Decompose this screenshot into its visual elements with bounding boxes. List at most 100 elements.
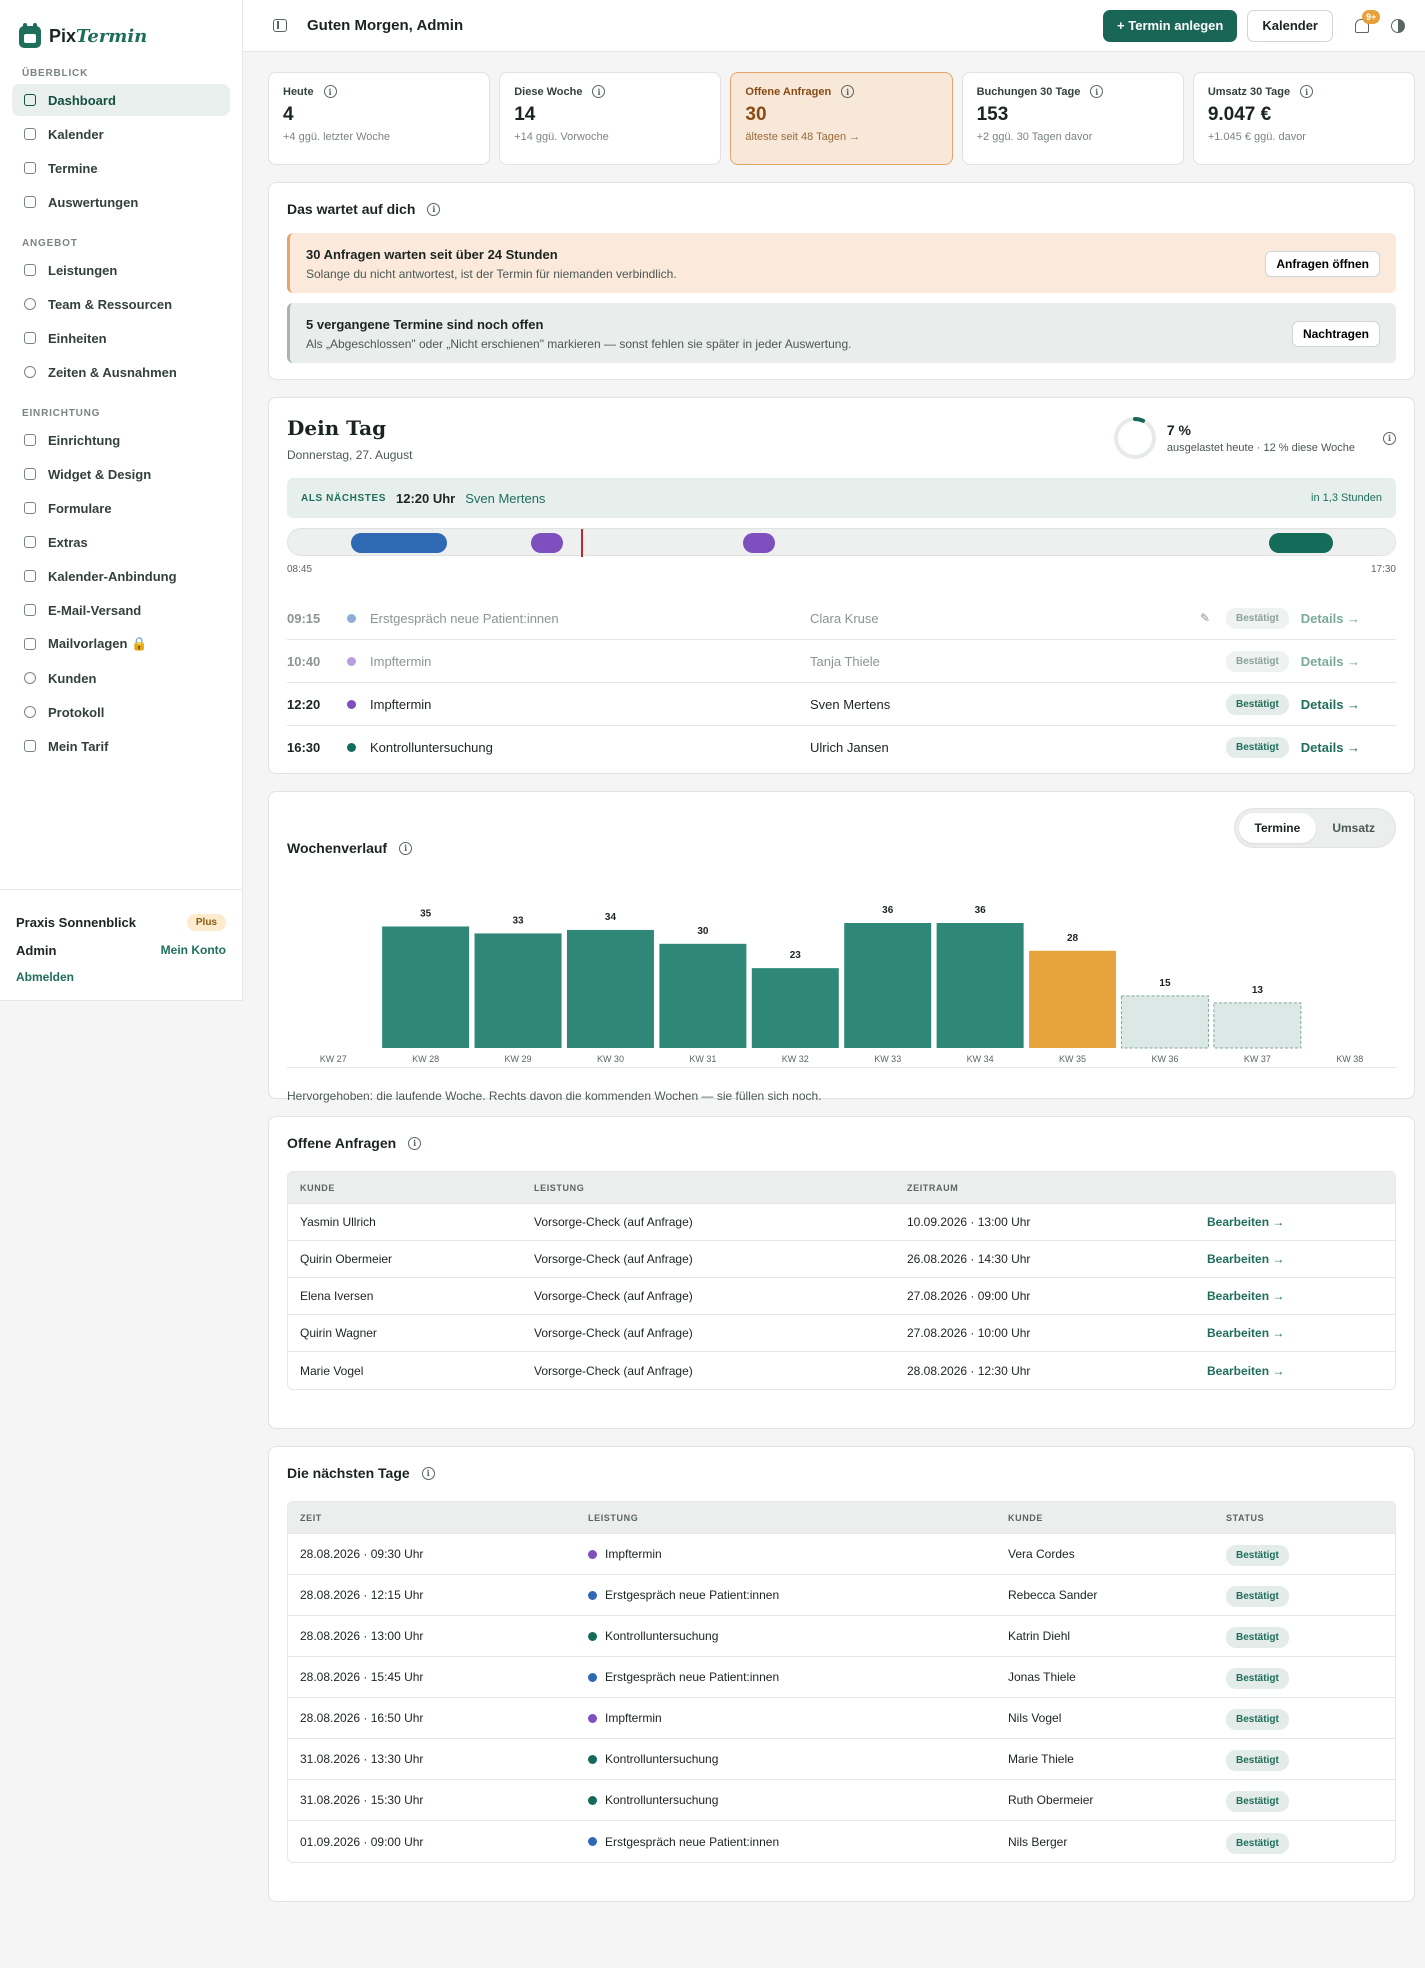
timeline-block[interactable] (743, 533, 775, 553)
timeline-block[interactable] (351, 533, 447, 553)
timeline-block[interactable] (531, 533, 563, 553)
appointment-client: Clara Kruse (810, 610, 879, 626)
user-icon (24, 672, 36, 684)
sidebar-item-mein-tarif[interactable]: Mein Tarif (12, 730, 230, 762)
next-appointment-bar[interactable]: ALS NÄCHSTES 12:20 Uhr Sven Mertens in 1… (287, 478, 1396, 518)
details-link[interactable]: Details → (1300, 740, 1361, 755)
table-row[interactable]: Quirin Wagner Vorsorge-Check (auf Anfrage… (288, 1315, 1395, 1352)
chart-bar[interactable] (1029, 950, 1117, 1048)
status-badge: Bestätigt (1226, 1668, 1289, 1689)
sidebar-item-kalender-anbindung[interactable]: Kalender-Anbindung (12, 560, 230, 592)
open-requests-button[interactable]: Anfragen öffnen (1265, 251, 1380, 277)
chart-bar[interactable] (474, 933, 562, 1048)
sidebar-item-kalender[interactable]: Kalender (12, 118, 230, 150)
waiting-card: Das wartet auf dich i 30 Anfragen warten … (268, 182, 1415, 380)
table-row[interactable]: 31.08.2026 · 13:30 Uhr Kontrolluntersuch… (288, 1739, 1395, 1780)
details-link[interactable]: Details → (1300, 610, 1361, 626)
chart-bar[interactable] (936, 923, 1024, 1048)
timeline-end: 17:30 (1370, 564, 1396, 575)
table-row[interactable]: Marie Vogel Vorsorge-Check (auf Anfrage) 2… (288, 1352, 1395, 1389)
kpi-card[interactable]: Buchungen 30 Tage i 153 +2 ggü. 30 Tagen … (961, 72, 1184, 165)
info-icon[interactable]: i (1300, 85, 1314, 98)
calendar-button[interactable]: Kalender (1247, 9, 1333, 42)
edit-request-link[interactable]: Bearbeiten → (1207, 1363, 1285, 1378)
details-link[interactable]: Details → (1300, 696, 1361, 712)
sidebar-item-team-ressourcen[interactable]: Team & Ressourcen (12, 288, 230, 320)
table-row[interactable]: 31.08.2026 · 15:30 Uhr Kontrolluntersuch… (288, 1780, 1395, 1821)
appointment-row[interactable]: 12:20 Impftermin Sven Mertens Bestätigt … (287, 683, 1396, 726)
theme-toggle-icon[interactable] (1391, 18, 1405, 33)
edit-icon[interactable]: ✎ (1200, 611, 1211, 625)
sidebar-item-e-mail-versand[interactable]: E-Mail-Versand (12, 594, 230, 626)
sidebar-item-protokoll[interactable]: Protokoll (12, 696, 230, 728)
info-icon[interactable]: i (592, 85, 606, 98)
catch-up-button[interactable]: Nachtragen (1291, 321, 1380, 347)
edit-request-link[interactable]: Bearbeiten → (1207, 1289, 1285, 1303)
kpi-card[interactable]: Umsatz 30 Tage i 9.047 € +1.045 € ggü. da… (1192, 72, 1416, 165)
info-icon[interactable]: i (427, 202, 441, 216)
sidebar-item-mailvorlagen[interactable]: Mailvorlagen 🔒 (12, 628, 230, 660)
new-appointment-button[interactable]: + Termin anlegen (1103, 9, 1238, 42)
kpi-card[interactable]: Heute i 4 +4 ggü. letzter Woche (268, 72, 491, 165)
cell-client: Marie Thiele (1008, 1752, 1074, 1766)
sidebar-item-einrichtung[interactable]: Einrichtung (12, 424, 230, 456)
sidebar-item-einheiten[interactable]: Einheiten (12, 322, 230, 354)
table-row[interactable]: 28.08.2026 · 16:50 Uhr Impftermin Nils V… (288, 1698, 1395, 1739)
tab-umsatz[interactable]: Umsatz (1332, 821, 1375, 835)
kpi-card[interactable]: Diese Woche i 14 +14 ggü. Vorwoche (499, 72, 722, 165)
info-icon[interactable]: i (421, 1466, 435, 1480)
tab-termine[interactable]: Termine (1238, 813, 1317, 843)
sidebar-item-formulare[interactable]: Formulare (12, 492, 230, 524)
service-label: Erstgespräch neue Patient:innen (605, 1834, 780, 1849)
table-row[interactable]: Quirin Obermeier Vorsorge-Check (auf Anfr… (288, 1241, 1395, 1278)
cell-service: Impftermin (576, 1711, 996, 1725)
appointment-service: Impftermin (370, 653, 432, 669)
info-icon[interactable]: i (841, 85, 855, 98)
chart-bar[interactable] (751, 968, 839, 1048)
chart-bar[interactable] (844, 923, 932, 1048)
sidebar-item-zeiten-ausnahmen[interactable]: Zeiten & Ausnahmen (12, 356, 230, 388)
info-icon[interactable]: i (323, 85, 337, 98)
nav-section-title: ANGEBOT (22, 238, 78, 249)
logout-link[interactable]: Abmelden (16, 970, 75, 984)
chart-bar[interactable] (1213, 1002, 1302, 1049)
info-icon[interactable]: i (408, 1136, 422, 1150)
chart-bar[interactable] (566, 929, 654, 1048)
column-header: ZEITRAUM (907, 1182, 959, 1193)
timeline-block[interactable] (1269, 533, 1333, 553)
edit-request-link[interactable]: Bearbeiten → (1207, 1326, 1285, 1340)
my-account-link[interactable]: Mein Konto (160, 943, 226, 957)
appointment-row[interactable]: 10:40 Impftermin Tanja Thiele Bestätigt … (287, 640, 1396, 683)
chart-bar[interactable] (1120, 995, 1209, 1049)
table-row[interactable]: 28.08.2026 · 09:30 Uhr Impftermin Vera C… (288, 1534, 1395, 1575)
app-logo[interactable]: PixTermin (0, 0, 242, 56)
table-row[interactable]: Yasmin Ullrich Vorsorge-Check (auf Anfrag… (288, 1204, 1395, 1241)
table-row[interactable]: 01.09.2026 · 09:00 Uhr Erstgespräch neue… (288, 1821, 1395, 1862)
sidebar-toggle-icon[interactable] (273, 19, 287, 32)
sidebar-item-auswertungen[interactable]: Auswertungen (12, 186, 230, 218)
appointment-row[interactable]: 16:30 Kontrolluntersuchung Ulrich Jansen… (287, 726, 1396, 769)
sidebar-item-dashboard[interactable]: Dashboard (12, 84, 230, 116)
edit-request-link[interactable]: Bearbeiten → (1207, 1252, 1285, 1266)
bell-icon[interactable]: 9+ (1355, 9, 1381, 33)
details-link[interactable]: Details → (1300, 653, 1361, 669)
sidebar-item-extras[interactable]: Extras (12, 526, 230, 558)
sidebar-item-termine[interactable]: Termine (12, 152, 230, 184)
table-row[interactable]: Elena Iversen Vorsorge-Check (auf Anfrage… (288, 1278, 1395, 1315)
edit-request-link[interactable]: Bearbeiten → (1207, 1215, 1285, 1229)
sidebar-item-widget-design[interactable]: Widget & Design (12, 458, 230, 490)
table-row[interactable]: 28.08.2026 · 12:15 Uhr Erstgespräch neue… (288, 1575, 1395, 1616)
sidebar-item-leistungen[interactable]: Leistungen (12, 254, 230, 286)
table-row[interactable]: 28.08.2026 · 13:00 Uhr Kontrolluntersuch… (288, 1616, 1395, 1657)
chart-bar[interactable] (382, 926, 470, 1048)
appointment-row[interactable]: 09:15 Erstgespräch neue Patient:innen Cl… (287, 597, 1396, 640)
kpi-card[interactable]: Offene Anfragen i 30 älteste seit 48 Tage… (730, 72, 953, 165)
info-icon[interactable]: i (1383, 431, 1396, 445)
column-header: STATUS (1226, 1512, 1265, 1523)
table-row[interactable]: 28.08.2026 · 15:45 Uhr Erstgespräch neue… (288, 1657, 1395, 1698)
kpi-value: 153 (976, 104, 1009, 125)
info-icon[interactable]: i (399, 841, 413, 855)
sidebar-item-kunden[interactable]: Kunden (12, 662, 230, 694)
info-icon[interactable]: i (1090, 85, 1104, 98)
chart-bar[interactable] (659, 943, 747, 1048)
